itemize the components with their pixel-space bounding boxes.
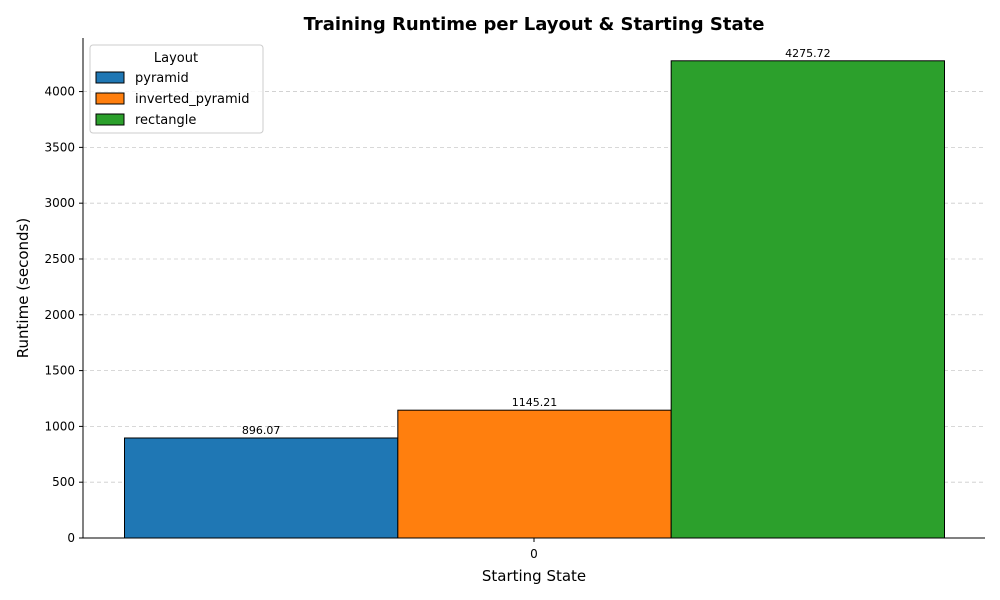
legend-entry-label: pyramid bbox=[135, 71, 189, 86]
legend-title: Layout bbox=[154, 51, 198, 66]
legend-entry-label: rectangle bbox=[135, 113, 196, 128]
ticks-layer: 0 500 1000 1500 2000 2500 3000 3500 4000 0 bbox=[44, 85, 537, 561]
data-label: 896.07 bbox=[242, 424, 281, 437]
labels-layer: 896.07 1145.21 4275.72 bbox=[242, 47, 831, 437]
y-tick-label: 1500 bbox=[44, 364, 75, 378]
legend-frame bbox=[89, 44, 264, 134]
y-tick-label: 1000 bbox=[44, 419, 75, 433]
y-tick-label: 2500 bbox=[44, 252, 75, 266]
data-label: 4275.72 bbox=[785, 47, 831, 60]
legend: Layout pyramid inverted_pyramid rectangle bbox=[89, 44, 264, 134]
bars-layer bbox=[124, 60, 946, 539]
legend-entry-label: inverted_pyramid bbox=[135, 92, 250, 107]
y-tick-label: 4000 bbox=[44, 85, 75, 99]
chart-title: Training Runtime per Layout & Starting S… bbox=[304, 14, 765, 35]
y-tick-label: 3000 bbox=[44, 196, 75, 210]
y-tick-label: 3500 bbox=[44, 140, 75, 154]
y-tick-label: 2000 bbox=[44, 308, 75, 322]
legend-items: pyramid inverted_pyramid rectangle bbox=[95, 71, 250, 128]
y-tick-label: 0 bbox=[67, 531, 75, 545]
legend-swatch bbox=[95, 71, 125, 84]
data-label: 1145.21 bbox=[512, 396, 558, 409]
x-tick-label: 0 bbox=[530, 547, 538, 561]
bar-pyramid bbox=[124, 437, 399, 539]
x-axis-label: Starting State bbox=[482, 567, 586, 585]
grid-layer bbox=[83, 91, 985, 483]
legend-swatch bbox=[95, 113, 125, 126]
bar-inverted-pyramid bbox=[397, 409, 672, 539]
legend-swatch bbox=[95, 92, 125, 105]
y-axis-label: Runtime (seconds) bbox=[14, 218, 32, 358]
y-tick-label: 500 bbox=[52, 475, 75, 489]
bar-rectangle bbox=[670, 60, 946, 539]
